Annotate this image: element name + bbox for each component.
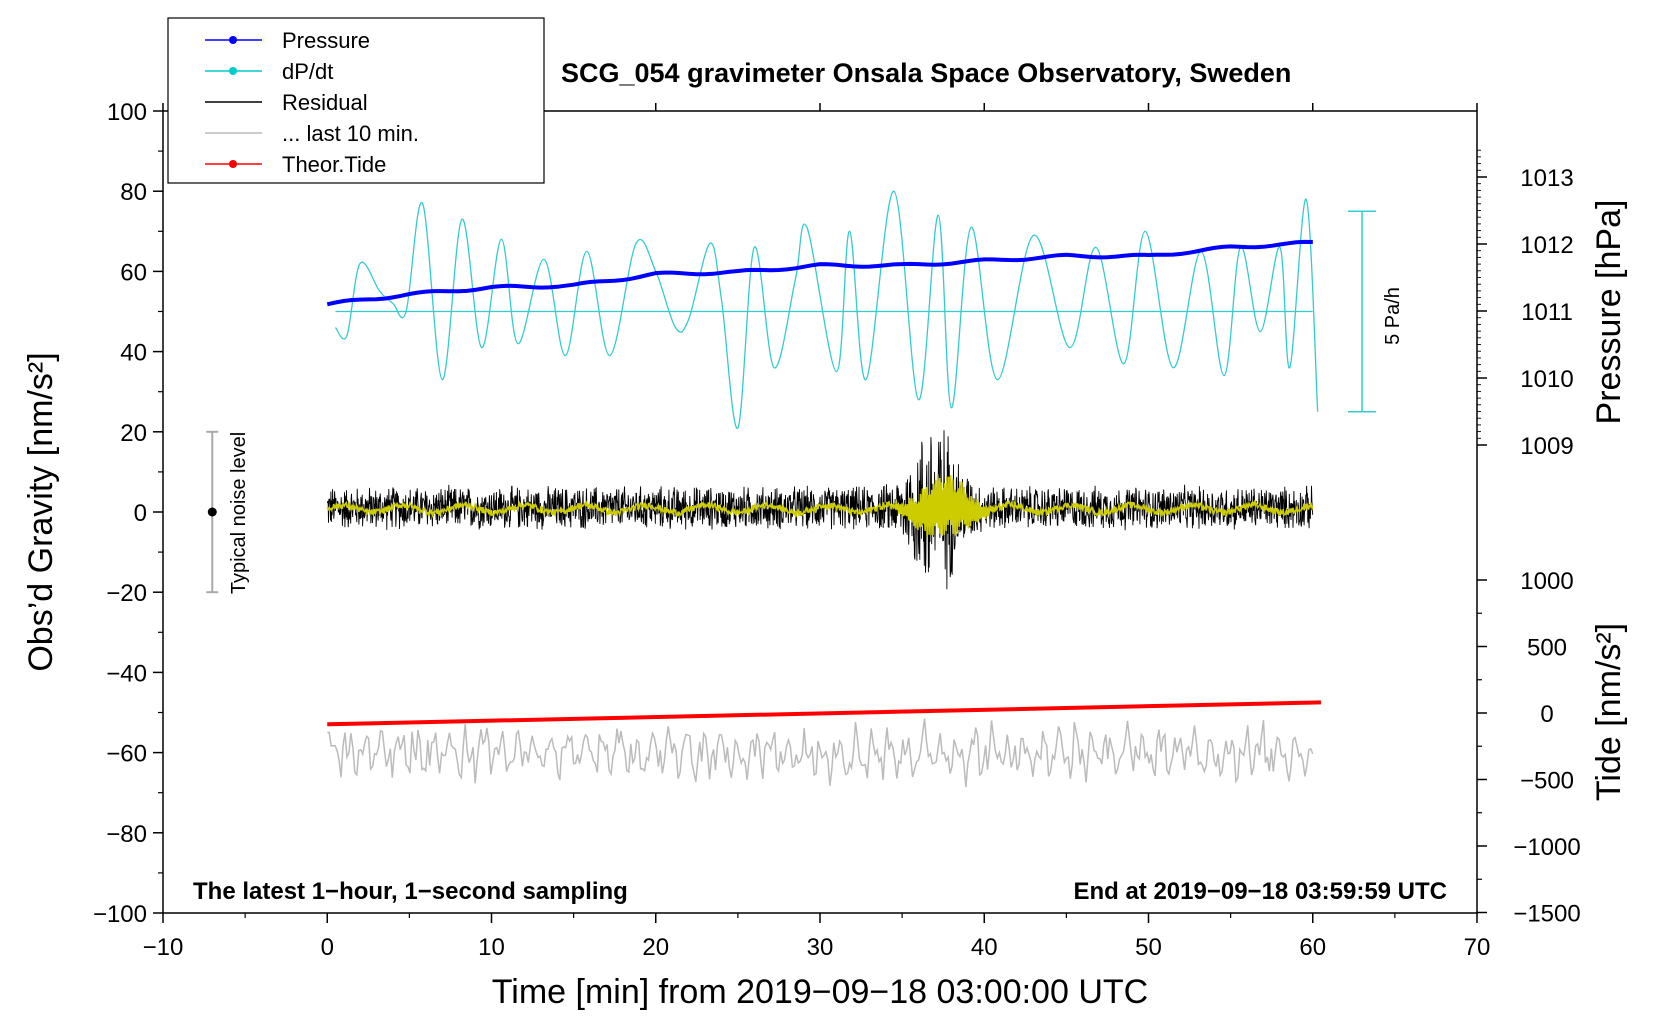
y-axis-label-left: Obs’d Gravity [nm/s²]: [22, 352, 60, 671]
tide-tick-label: 0: [1540, 701, 1553, 728]
chart-title: SCG_054 gravimeter Onsala Space Observat…: [561, 58, 1291, 88]
legend-label: Residual: [282, 90, 368, 115]
x-tick-label: 30: [807, 934, 834, 961]
noise-bar-center-dot: [207, 507, 217, 517]
x-tick-label: 70: [1464, 934, 1491, 961]
pressure-line: [326, 239, 1313, 307]
x-tick-label: 10: [478, 934, 505, 961]
x-tick-label: 0: [321, 934, 334, 961]
y-tick-label: 40: [120, 340, 147, 367]
tide-line: [327, 700, 1322, 727]
note-sampling: The latest 1−hour, 1−second sampling: [193, 878, 628, 905]
legend-marker: [229, 67, 237, 75]
tide-tick-label: −1500: [1513, 901, 1580, 928]
residual-smoothed-line: [326, 474, 1314, 537]
y-tick-label: −80: [106, 821, 147, 848]
y-tick-label: 80: [120, 179, 147, 206]
pressure-tick-label: 1012: [1520, 232, 1573, 259]
x-tick-label: 50: [1135, 934, 1162, 961]
legend-label: Theor.Tide: [282, 152, 386, 177]
dpdt-scale-label: 5 Pa/h: [1382, 287, 1404, 345]
x-tick-label: −10: [143, 934, 184, 961]
dpdt-line: [334, 190, 1319, 429]
legend-box: [167, 17, 545, 184]
tide-tick-label: 1000: [1520, 568, 1573, 595]
legend: Pressure dP/dt Residual ... last 10 min. The…: [167, 17, 545, 184]
legend-label: ... last 10 min.: [282, 121, 419, 146]
pressure-tick-label: 1010: [1520, 366, 1573, 393]
tide-tick-label: 500: [1527, 635, 1567, 662]
y-axis-label-pressure: Pressure [hPa]: [1590, 200, 1628, 425]
legend-label: dP/dt: [282, 59, 333, 84]
noise-level-label: Typical noise level: [228, 432, 250, 594]
y-tick-label: −40: [106, 660, 147, 687]
legend-marker: [229, 36, 237, 44]
x-tick-label: 60: [1299, 934, 1326, 961]
pressure-tick-label: 1009: [1520, 433, 1573, 460]
y-tick-label: −20: [106, 580, 147, 607]
x-tick-label: 40: [971, 934, 998, 961]
last-10-min-line: [327, 718, 1314, 788]
y-tick-label: −100: [93, 901, 147, 928]
axes-layer: −10 0 10 20 30 40 50 60 70100806040200−20−40−60−…: [93, 99, 1581, 961]
legend-marker: [229, 160, 237, 168]
x-tick-label: 20: [642, 934, 669, 961]
y-tick-label: 100: [107, 99, 147, 126]
pressure-tick-label: 1013: [1520, 165, 1573, 192]
legend-entries: Pressure dP/dt Residual ... last 10 min. The…: [205, 28, 419, 177]
x-axis-label: Time [min] from 2019−09−18 03:00:00 UTC: [492, 973, 1148, 1011]
pressure-tick-label: 1011: [1521, 299, 1573, 326]
note-end-time: End at 2019−09−18 03:59:59 UTC: [1073, 878, 1447, 905]
tide-tick-label: −500: [1520, 768, 1574, 795]
y-axis-label-tide: Tide [nm/s²]: [1590, 623, 1628, 801]
y-tick-label: −60: [106, 741, 147, 768]
series-layer: [206, 190, 1377, 788]
legend-label: Pressure: [282, 28, 370, 53]
y-tick-label: 0: [134, 500, 147, 527]
tide-tick-label: −1000: [1513, 834, 1580, 861]
y-tick-label: 60: [120, 259, 147, 286]
y-tick-label: 20: [120, 420, 147, 447]
residual-line: [326, 430, 1314, 590]
